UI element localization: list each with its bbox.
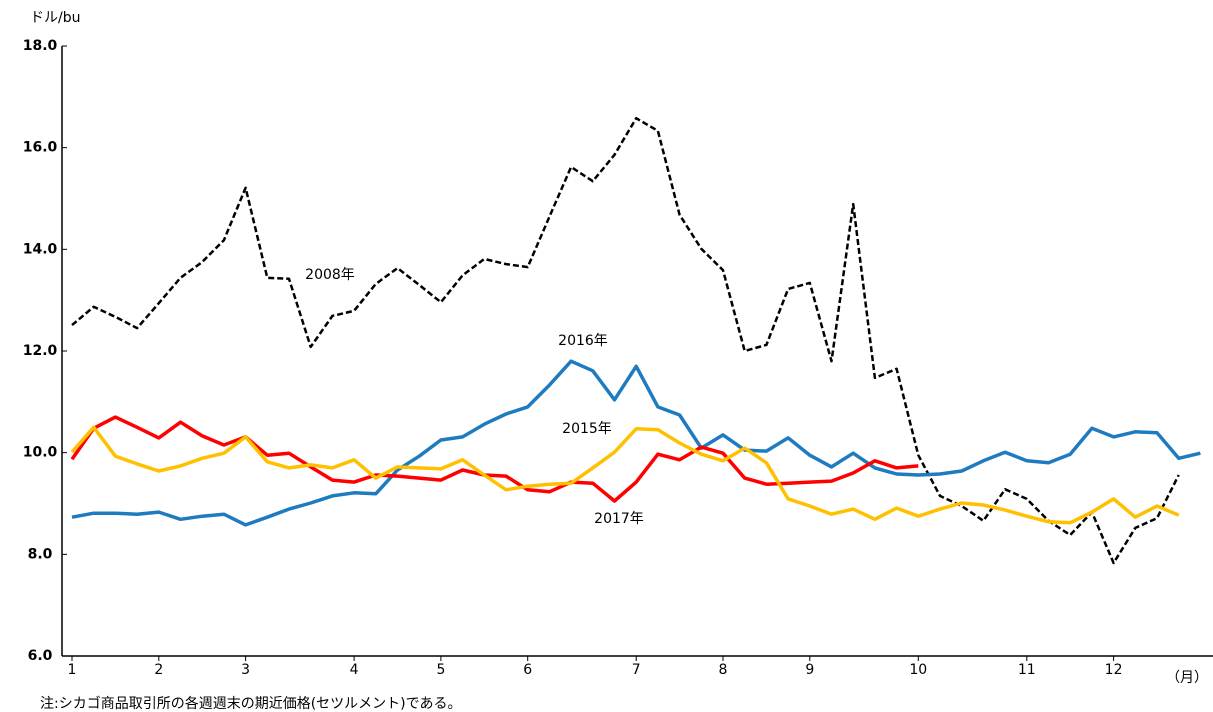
x-tick-label: 7 (632, 662, 641, 678)
series-line (71, 359, 1201, 527)
x-tick-label: 11 (1018, 662, 1036, 678)
x-tick-label: 6 (523, 662, 532, 678)
x-tick-label: 3 (241, 662, 250, 678)
x-tick-label: 2 (154, 662, 163, 678)
series-label: 2015年 (562, 421, 612, 437)
x-tick-label: 4 (350, 662, 359, 678)
x-tick-label: 12 (1105, 662, 1123, 678)
y-tick-label: 16.0 (23, 140, 58, 156)
y-tick-label: 6.0 (28, 648, 53, 664)
x-axis-label: （月） (1166, 670, 1208, 686)
y-tick-label: 12.0 (23, 343, 58, 359)
note: 注:シカゴ商品取引所の各週週末の期近価格(セツルメント)である。 (40, 695, 462, 712)
x-tick-label: 5 (436, 662, 445, 678)
x-tick-label: 9 (805, 662, 814, 678)
x-tick-label: 1 (68, 662, 77, 678)
x-tick-label: 10 (909, 662, 927, 678)
y-tick-label: 14.0 (23, 241, 58, 257)
y-axis-label: ドル/bu (30, 10, 80, 26)
series-label: 2016年 (558, 333, 608, 349)
y-tick-label: 18.0 (23, 38, 58, 54)
x-tick-label: 8 (719, 662, 728, 678)
series-label: 2017年 (594, 511, 644, 527)
series-label: 2008年 (305, 267, 355, 283)
y-tick-label: 10.0 (23, 445, 58, 461)
y-tick-label: 8.0 (28, 546, 53, 562)
series-line (71, 116, 1180, 565)
series-line (70, 425, 1180, 525)
